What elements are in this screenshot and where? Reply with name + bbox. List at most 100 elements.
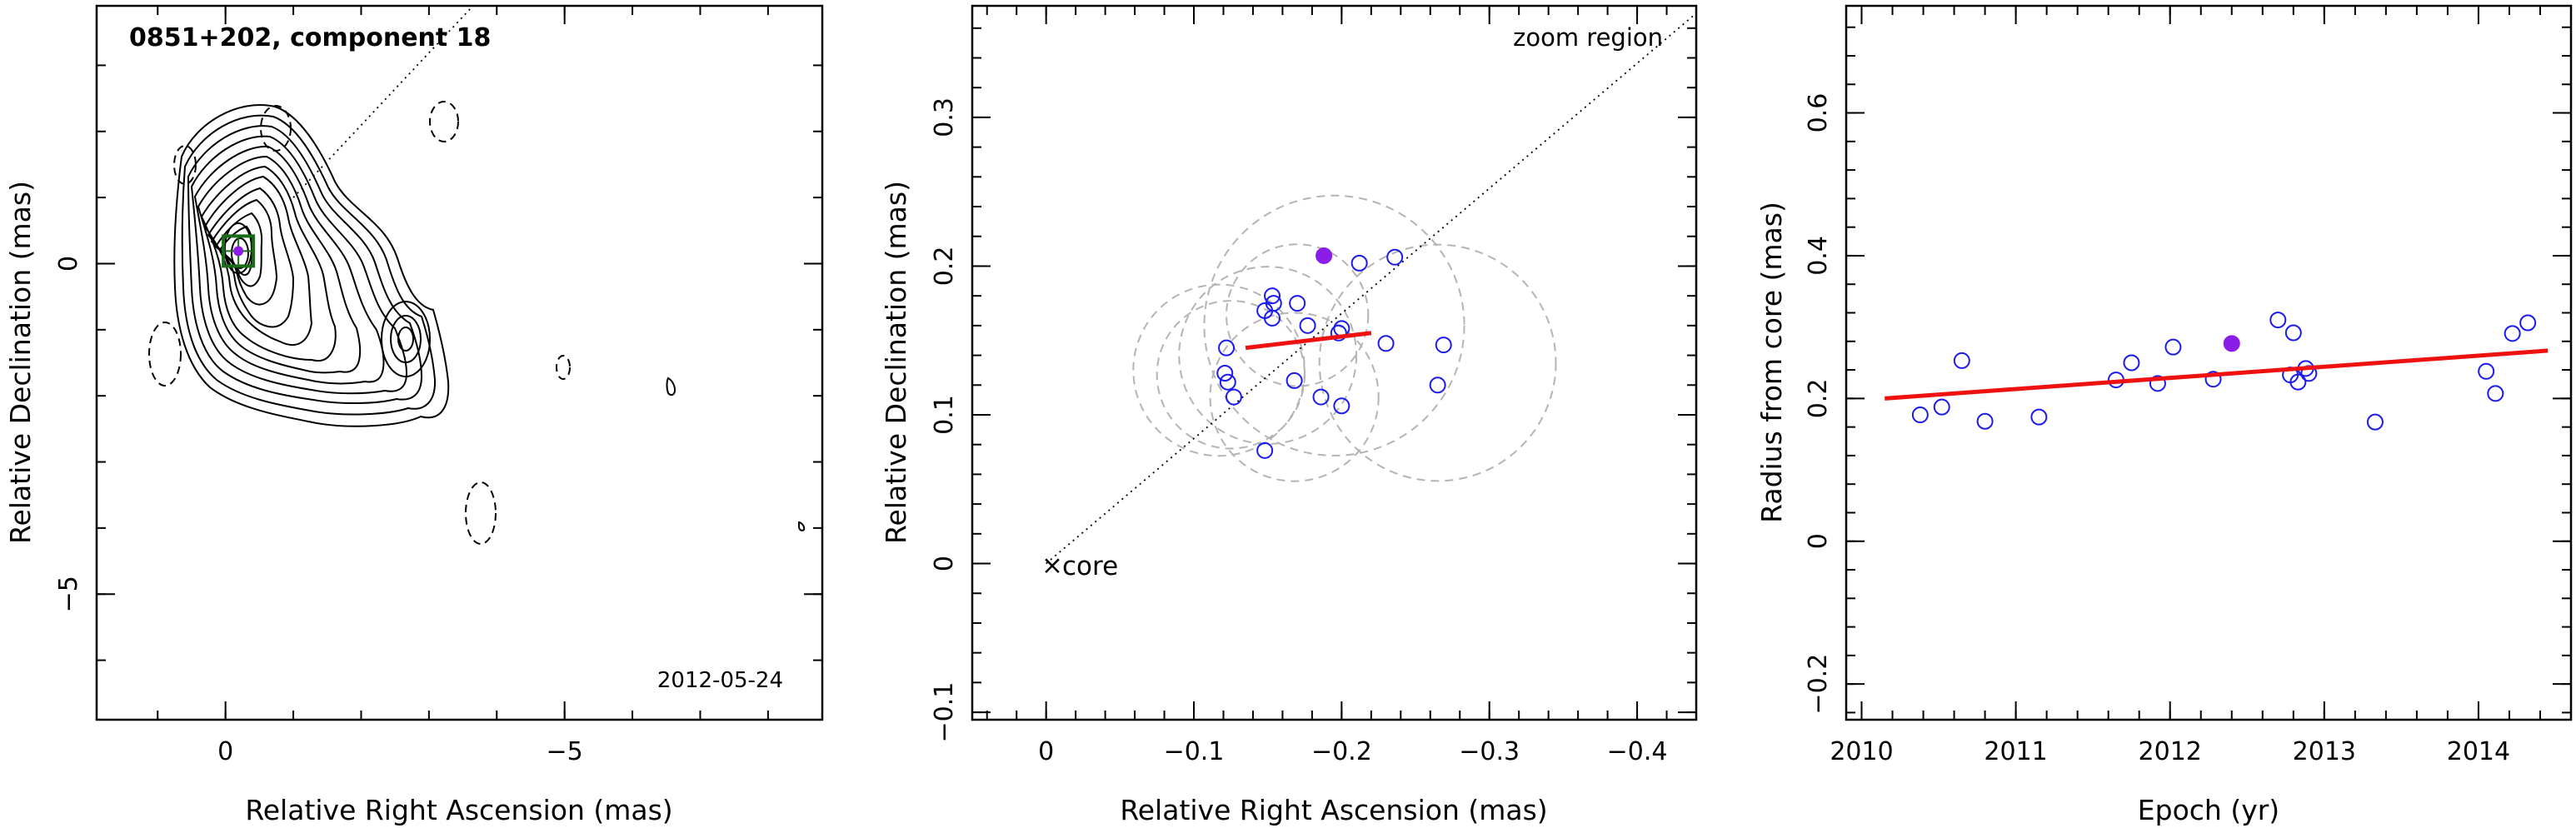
- zoom-ytick-label: 0.2: [930, 247, 959, 287]
- radius-highlight-point: [2223, 335, 2240, 352]
- radius-data-point: [2504, 325, 2521, 342]
- zoom-core-label: core: [1062, 551, 1118, 581]
- radius-data-point: [2487, 385, 2504, 402]
- zoom-fit-line: [1245, 331, 1372, 351]
- zoom-data-point: [1216, 364, 1234, 382]
- zoom-xtick-label: −0.3: [1459, 737, 1520, 766]
- zoom-points: [1216, 248, 1452, 459]
- radius-y-ticks: −0.2 0 0.2 0.4 0.6: [1804, 26, 2571, 715]
- radius-data-point: [2284, 324, 2302, 342]
- zoom-highlight-point: [1315, 247, 1333, 264]
- radius-x-axis-label: Epoch (yr): [2138, 794, 2279, 826]
- zoom-data-point: [1286, 372, 1303, 389]
- zoom-y-ticks: −0.1 0 0.1 0.2 0.3: [930, 27, 1696, 743]
- radius-xtick-label: 2010: [1830, 737, 1893, 766]
- radius-data-point: [2366, 413, 2384, 431]
- radius-data-point: [2030, 408, 2048, 426]
- zoom-core-symbol: ×: [1041, 551, 1063, 581]
- zoom-data-point: [1218, 339, 1236, 357]
- zoom-ytick-label: 0: [930, 556, 959, 571]
- radius-data-point: [1933, 398, 1950, 416]
- map-title: 0851+202, component 18: [129, 23, 491, 52]
- zoom-data-point: [1256, 441, 1274, 459]
- radius-fit-line: [1885, 348, 2549, 401]
- zoom-data-point: [1299, 317, 1316, 334]
- zoom-data-point: [1312, 388, 1330, 406]
- zoom-ytick-label: 0.1: [930, 395, 959, 435]
- map-x-ticks: 0 −5: [157, 6, 769, 766]
- map-contours: [148, 101, 806, 545]
- zoom-data-point: [1219, 373, 1236, 391]
- map-date-label: 2012-05-24: [657, 668, 783, 693]
- radius-xtick-label: 2011: [1984, 737, 2047, 766]
- radius-data-point: [2289, 373, 2307, 391]
- zoom-uncertainty-circles: [1132, 194, 1557, 482]
- radius-xtick-label: 2013: [2293, 737, 2356, 766]
- zoom-data-point: [1435, 337, 1452, 354]
- zoom-data-point: [1333, 397, 1350, 415]
- zoom-data-point: [1264, 287, 1281, 305]
- zoom-uncertainty-circle: [1209, 312, 1380, 482]
- zoom-xtick-label: −0.1: [1164, 737, 1225, 766]
- zoom-xtick-label: −0.4: [1607, 737, 1668, 766]
- radius-ytick-label: 0.2: [1804, 378, 1833, 418]
- zoom-panel: 0 −0.1 −0.2 −0.3 −0.4 −0.1 0 0.1 0.2 0.3 zoom re…: [880, 4, 1698, 826]
- zoom-ytick-label: −0.1: [930, 682, 959, 743]
- map-y-ticks: −5 0: [54, 64, 822, 661]
- map-frame: [95, 4, 824, 721]
- zoom-ytick-label: 0.3: [930, 97, 959, 137]
- map-panel: 0 −5 −5 0 0851+202, component 18 2012-05-2…: [4, 4, 824, 826]
- radius-data-point: [2123, 354, 2140, 372]
- zoom-y-axis-label: Relative Declination (mas): [880, 181, 912, 544]
- radius-points: [1911, 312, 2537, 431]
- component-marker-box: [222, 234, 256, 268]
- map-ytick-label: 0: [54, 256, 83, 272]
- radius-data-point: [1976, 412, 1994, 430]
- zoom-data-point: [1377, 335, 1395, 352]
- radius-ytick-label: 0.6: [1804, 93, 1833, 133]
- radius-frame: [1845, 4, 2573, 721]
- radius-data-point: [1953, 352, 1970, 369]
- radius-data-point: [2478, 362, 2495, 380]
- radius-ytick-label: 0.4: [1804, 236, 1833, 276]
- zoom-uncertainty-circle: [1178, 266, 1358, 445]
- map-xtick-label: −5: [547, 737, 583, 766]
- radius-ytick-label: 0: [1804, 533, 1833, 549]
- zoom-x-axis-label: Relative Right Ascension (mas): [1120, 794, 1547, 826]
- map-ytick-label: −5: [54, 576, 83, 612]
- zoom-uncertainty-circle: [1156, 300, 1306, 450]
- zoom-data-point: [1350, 254, 1368, 272]
- zoom-uncertainty-circle: [1203, 194, 1465, 456]
- radius-data-point: [2519, 314, 2537, 332]
- radius-data-point: [2164, 338, 2182, 356]
- component-position-marker: [233, 246, 244, 257]
- radius-data-point: [2269, 312, 2287, 329]
- zoom-data-point: [1289, 295, 1306, 312]
- zoom-data-point: [1386, 248, 1404, 266]
- zoom-frame: [971, 4, 1698, 721]
- zoom-data-point: [1225, 388, 1242, 406]
- radius-x-ticks: 2010 2011 2012 2013 2014: [1830, 6, 2572, 766]
- zoom-uncertainty-circle: [1132, 283, 1306, 457]
- radius-ytick-label: −0.2: [1804, 654, 1833, 715]
- zoom-xtick-label: 0: [1038, 737, 1054, 766]
- zoom-x-ticks: 0 −0.1 −0.2 −0.3 −0.4: [986, 6, 1697, 766]
- zoom-data-point: [1429, 377, 1446, 394]
- radius-xtick-label: 2012: [2139, 737, 2202, 766]
- map-xtick-label: 0: [217, 737, 233, 766]
- map-x-axis-label: Relative Right Ascension (mas): [245, 794, 672, 826]
- radius-data-point: [2149, 375, 2166, 392]
- zoom-data-point: [1264, 309, 1281, 327]
- radius-xtick-label: 2014: [2447, 737, 2510, 766]
- zoom-region-annotation: zoom region: [1513, 23, 1663, 52]
- zoom-jet-direction-line: [1046, 12, 1697, 565]
- zoom-uncertainty-circle: [1226, 243, 1370, 387]
- map-y-axis-label: Relative Declination (mas): [4, 181, 37, 544]
- zoom-xtick-label: −0.2: [1311, 737, 1372, 766]
- radius-data-point: [2204, 371, 2222, 388]
- radius-data-point: [1911, 407, 1929, 424]
- zoom-uncertainty-circle: [1318, 243, 1557, 482]
- radius-panel: 2010 2011 2012 2013 2014 −0.2 0 0.2 0.4 0.6 Epoc…: [1755, 4, 2573, 826]
- radius-y-axis-label: Radius from core (mas): [1755, 202, 1788, 523]
